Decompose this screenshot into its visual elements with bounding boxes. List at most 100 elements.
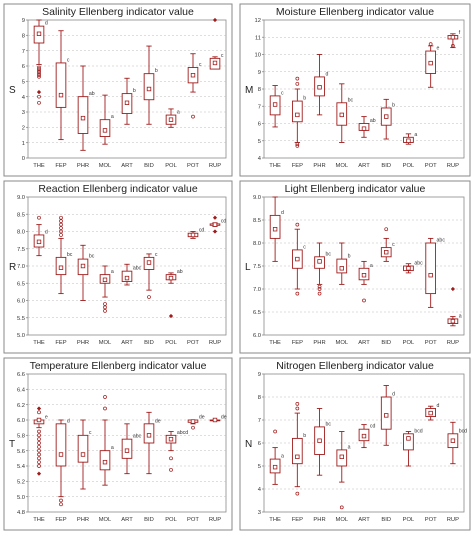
group-letter: a xyxy=(370,263,373,269)
x-tick-label: ART xyxy=(121,163,133,169)
box-ART: abc xyxy=(121,263,142,286)
x-tick-label: BID xyxy=(381,163,391,169)
y-axis-label: M xyxy=(245,85,253,96)
iqr-box xyxy=(55,62,67,108)
group-letter: abcd xyxy=(177,430,188,436)
median-marker xyxy=(406,138,411,143)
box-BID: de xyxy=(143,411,161,475)
median-marker xyxy=(384,114,389,119)
x-tick-label: BID xyxy=(144,517,154,523)
outlier-point xyxy=(295,76,300,81)
median-marker xyxy=(102,459,108,465)
box-BID: b xyxy=(143,45,158,125)
y-tick-label: 9.0 xyxy=(253,195,261,201)
outlier-point xyxy=(295,402,300,406)
box-RUP: c xyxy=(209,17,224,70)
chart-title: Moisture Ellenberg indicator value xyxy=(276,6,434,18)
y-tick-label: 7 xyxy=(258,104,261,110)
x-tick-label: ART xyxy=(358,517,370,523)
median-marker xyxy=(58,265,64,270)
y-tick-label: 7.5 xyxy=(17,247,25,253)
x-tick-label: BID xyxy=(381,340,391,346)
y-tick-label: 7 xyxy=(22,49,25,55)
box-FEP: b xyxy=(291,76,306,148)
outlier-point xyxy=(339,505,344,510)
median-marker xyxy=(339,266,344,271)
box-MOL: a xyxy=(99,265,114,313)
box-THE: d xyxy=(33,19,48,105)
group-letter: b xyxy=(303,433,306,439)
group-letter: b xyxy=(133,88,136,94)
median-marker xyxy=(317,259,322,264)
x-tick-label: RUP xyxy=(209,163,221,169)
x-tick-label: MOL xyxy=(99,163,112,169)
iqr-box xyxy=(380,396,392,430)
outlier-point xyxy=(295,222,300,227)
box-POT: cd xyxy=(187,228,204,239)
extreme-point xyxy=(36,406,42,411)
x-tick-label: PHR xyxy=(313,340,325,346)
chart-title: Nitrogen Ellenberg indicator value xyxy=(276,360,434,372)
plot-area xyxy=(27,19,227,159)
y-tick-label: 6.5 xyxy=(253,310,261,316)
median-marker xyxy=(428,272,433,278)
median-marker xyxy=(339,454,344,459)
group-letter: bcd xyxy=(414,428,422,434)
box-MOL: a xyxy=(336,431,351,510)
outlier-point xyxy=(59,498,63,503)
box-POT: c xyxy=(187,53,202,119)
box-BID: b xyxy=(380,98,395,140)
outlier-point xyxy=(37,448,41,453)
x-tick-label: ART xyxy=(358,340,370,346)
group-letter: a xyxy=(348,444,351,450)
outlier-point xyxy=(37,94,41,99)
box-THE: e xyxy=(33,406,48,476)
median-marker xyxy=(212,417,218,423)
outlier-point xyxy=(384,227,389,232)
iqr-box xyxy=(403,433,414,451)
extreme-point xyxy=(36,89,42,95)
box-RUP: cd xyxy=(209,215,226,234)
extreme-point xyxy=(212,17,218,23)
median-marker xyxy=(212,60,218,66)
box-FEP: b xyxy=(291,402,306,496)
x-tick-label: RUP xyxy=(447,340,459,346)
x-tick-label: THE xyxy=(33,340,45,346)
x-tick-label: PHR xyxy=(77,163,89,169)
group-letter: a xyxy=(459,313,462,319)
group-letter: c xyxy=(199,62,202,68)
y-axis-label: L xyxy=(245,262,251,273)
median-marker xyxy=(361,126,367,131)
group-letter: c xyxy=(281,90,284,96)
group-letter: a xyxy=(111,445,114,451)
box-FEP: d xyxy=(55,418,70,507)
outlier-point xyxy=(37,215,41,220)
y-tick-label: 8.5 xyxy=(17,212,25,218)
x-tick-label: MOL xyxy=(99,340,112,346)
outlier-point xyxy=(169,456,173,461)
box-PHR: d xyxy=(314,54,328,116)
box-BID: d xyxy=(380,385,395,446)
group-letter: c xyxy=(221,53,224,59)
outlier-point xyxy=(37,65,41,70)
x-tick-label: THE xyxy=(33,163,45,169)
group-letter: a xyxy=(111,114,114,120)
median-marker xyxy=(124,275,130,281)
median-marker xyxy=(36,31,42,36)
outlier-point xyxy=(37,452,41,457)
y-tick-label: 9 xyxy=(258,70,261,76)
median-marker xyxy=(190,232,196,238)
x-tick-label: FEP xyxy=(292,517,303,523)
outlier-point xyxy=(59,233,63,237)
x-tick-label: FEP xyxy=(55,517,66,523)
box-POT: e xyxy=(425,42,440,88)
panel-frame xyxy=(239,3,471,177)
y-tick-label: 7.0 xyxy=(253,287,261,293)
outlier-point xyxy=(37,460,41,465)
chart-title: Reaction Ellenberg indicator value xyxy=(38,183,198,195)
outlier-point xyxy=(37,437,41,442)
x-tick-label: RUP xyxy=(447,163,459,169)
group-letter: d xyxy=(281,210,284,216)
box-PHR: bc xyxy=(314,242,331,296)
median-marker xyxy=(168,275,174,281)
